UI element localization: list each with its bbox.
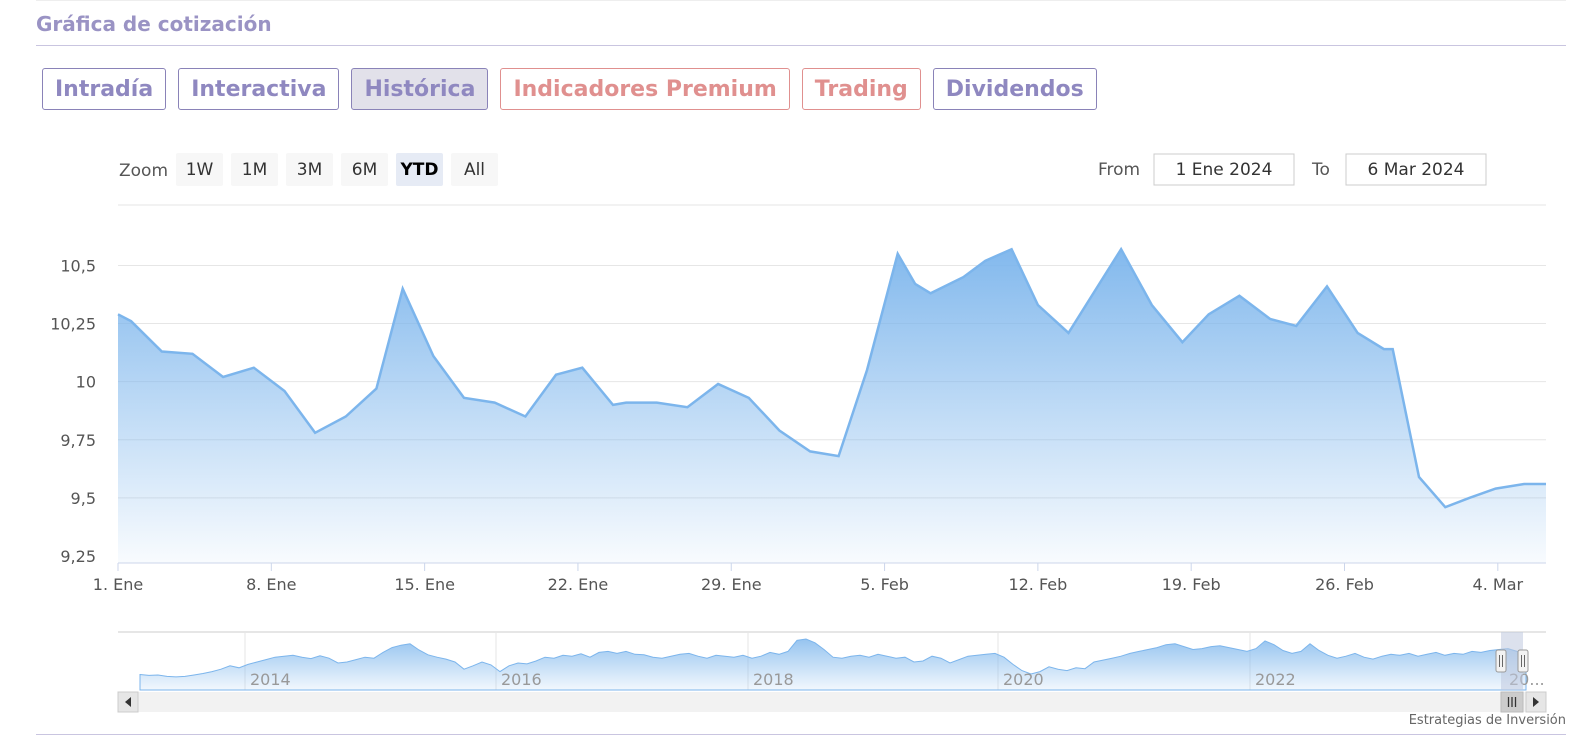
zoom-button-all[interactable]: All	[451, 153, 498, 186]
x-tick-label: 8. Ene	[246, 575, 296, 594]
navigator-handle-left[interactable]	[1495, 649, 1507, 673]
navigator-area	[139, 638, 1527, 691]
zoom-label: Zoom	[119, 161, 168, 181]
navigator-tick-label: 2018	[753, 670, 794, 689]
tab-intradia[interactable]: Intradía	[42, 68, 167, 110]
to-date-value: 6 Mar 2024	[1368, 160, 1465, 180]
to-label: To	[1311, 160, 1330, 180]
tab-historica[interactable]: Histórica	[351, 68, 489, 110]
scrollbar-thumb[interactable]	[1500, 691, 1524, 713]
zoom-button-1m[interactable]: 1M	[231, 153, 278, 186]
x-tick-label: 5. Feb	[860, 575, 909, 594]
x-tick-label: 15. Ene	[394, 575, 455, 594]
y-tick-label: 9,5	[71, 489, 96, 508]
tab-dividendos[interactable]: Dividendos	[932, 68, 1097, 110]
x-axis-labels: 1. Ene 8. Ene 15. Ene 22. Ene 29. Ene 5. Feb 1…	[93, 563, 1524, 594]
zoom-button-1w-label: 1W	[186, 160, 214, 180]
navigator-selected-range[interactable]	[1501, 632, 1523, 690]
tab-trading[interactable]: Trading	[801, 68, 921, 110]
x-tick-label: 19. Feb	[1162, 575, 1221, 594]
y-tick-label: 10,25	[50, 315, 96, 334]
navigator-tick-label: 2014	[250, 670, 291, 689]
from-label: From	[1098, 160, 1140, 180]
y-tick-label: 10	[76, 373, 96, 392]
price-line	[117, 246, 1546, 509]
x-tick-label: 29. Ene	[701, 575, 762, 594]
scrollbar-track[interactable]	[118, 692, 1546, 712]
navigator-tick-label: 2020	[1003, 670, 1044, 689]
scrollbar-left-arrow-icon[interactable]	[117, 691, 139, 713]
section-title: Gráfica de cotización	[36, 12, 272, 36]
navigator-tick-label: 2016	[501, 670, 542, 689]
zoom-button-3m[interactable]: 3M	[286, 153, 333, 186]
zoom-button-1w[interactable]: 1W	[176, 153, 223, 186]
x-tick-label: 26. Feb	[1315, 575, 1374, 594]
navigator-handle-right[interactable]	[1517, 649, 1529, 673]
x-tick-label: 4. Mar	[1473, 575, 1524, 594]
price-area	[118, 249, 1546, 563]
zoom-button-6m-label: 6M	[352, 160, 377, 180]
navigator-tick-label: 2022	[1255, 670, 1296, 689]
zoom-button-ytd-label: YTD	[399, 160, 438, 180]
y-tick-label: 9,75	[60, 431, 96, 450]
zoom-button-all-label: All	[464, 160, 485, 180]
y-tick-label: 10,5	[60, 256, 96, 275]
title-divider	[36, 45, 1566, 46]
zoom-button-3m-label: 3M	[297, 160, 322, 180]
x-tick-label: 22. Ene	[548, 575, 609, 594]
scrollbar-right-arrow-icon[interactable]	[1525, 691, 1547, 713]
zoom-button-1m-label: 1M	[242, 160, 267, 180]
from-date-input[interactable]: 1 Ene 2024	[1153, 153, 1295, 186]
y-axis-labels: 9,25 10,5 10,25 10 9,75 9,5	[50, 256, 96, 566]
x-tick-label: 12. Feb	[1008, 575, 1067, 594]
chart-credit[interactable]: Estrategias de Inversión	[1408, 713, 1566, 728]
chart-tabs: Intradía Interactiva Histórica Indicador…	[42, 68, 1097, 110]
from-date-value: 1 Ene 2024	[1176, 160, 1273, 180]
scrollbar[interactable]	[117, 691, 1547, 713]
navigator[interactable]: 2014 2016 2018 2020 2022 20...	[118, 631, 1546, 691]
zoom-button-6m[interactable]: 6M	[341, 153, 388, 186]
to-date-input[interactable]: 6 Mar 2024	[1345, 153, 1487, 186]
navigator-labels: 2014 2016 2018 2020 2022 20...	[250, 670, 1545, 689]
bottom-divider	[36, 734, 1566, 735]
tab-indicadores-premium[interactable]: Indicadores Premium	[500, 68, 790, 110]
tab-interactiva[interactable]: Interactiva	[178, 68, 340, 110]
x-tick-label: 1. Ene	[93, 575, 143, 594]
top-border	[36, 0, 1566, 5]
y-tick-label: 9,25	[60, 547, 96, 566]
zoom-button-ytd[interactable]: YTD	[396, 153, 443, 186]
